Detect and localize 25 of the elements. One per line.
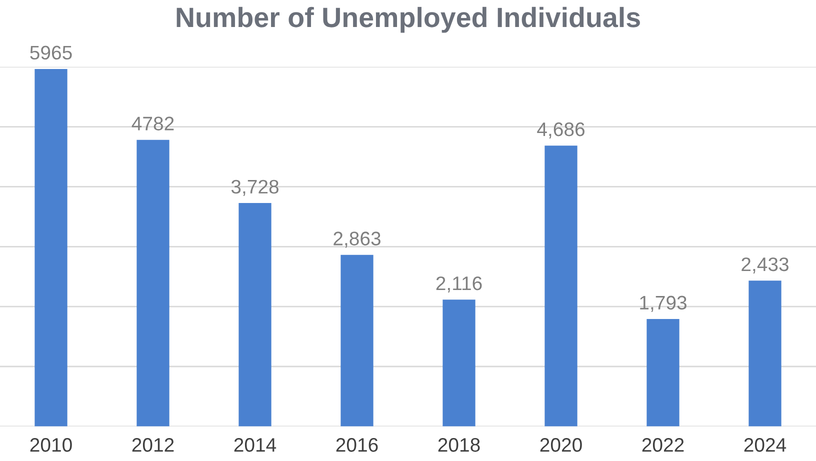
data-label: 4,686 [537,122,584,138]
x-tick-label: 2012 [132,438,174,452]
chart-title: Number of Unemployed Individuals [176,6,640,33]
data-label: 4782 [132,116,174,130]
bar [544,146,578,426]
bar [340,254,374,426]
data-label: 5965 [30,46,72,60]
x-tick-label: 2024 [744,438,786,452]
data-label: 3,728 [231,180,278,196]
x-tick-label: 2010 [30,438,72,452]
x-tick-label: 2016 [336,438,378,452]
bar [34,68,68,426]
bar [136,140,170,426]
bar [748,280,782,426]
bar [238,203,272,426]
data-label: 1,793 [640,296,686,312]
data-label: 2,116 [436,276,482,293]
x-tick-label: 2014 [234,438,276,452]
bar [646,318,680,426]
x-tick-label: 2018 [438,438,480,452]
x-tick-label: 2022 [642,438,684,452]
data-label: 2,863 [334,232,380,248]
x-tick-label: 2020 [540,438,582,452]
data-label: 2,433 [742,257,788,274]
bar [442,300,476,426]
